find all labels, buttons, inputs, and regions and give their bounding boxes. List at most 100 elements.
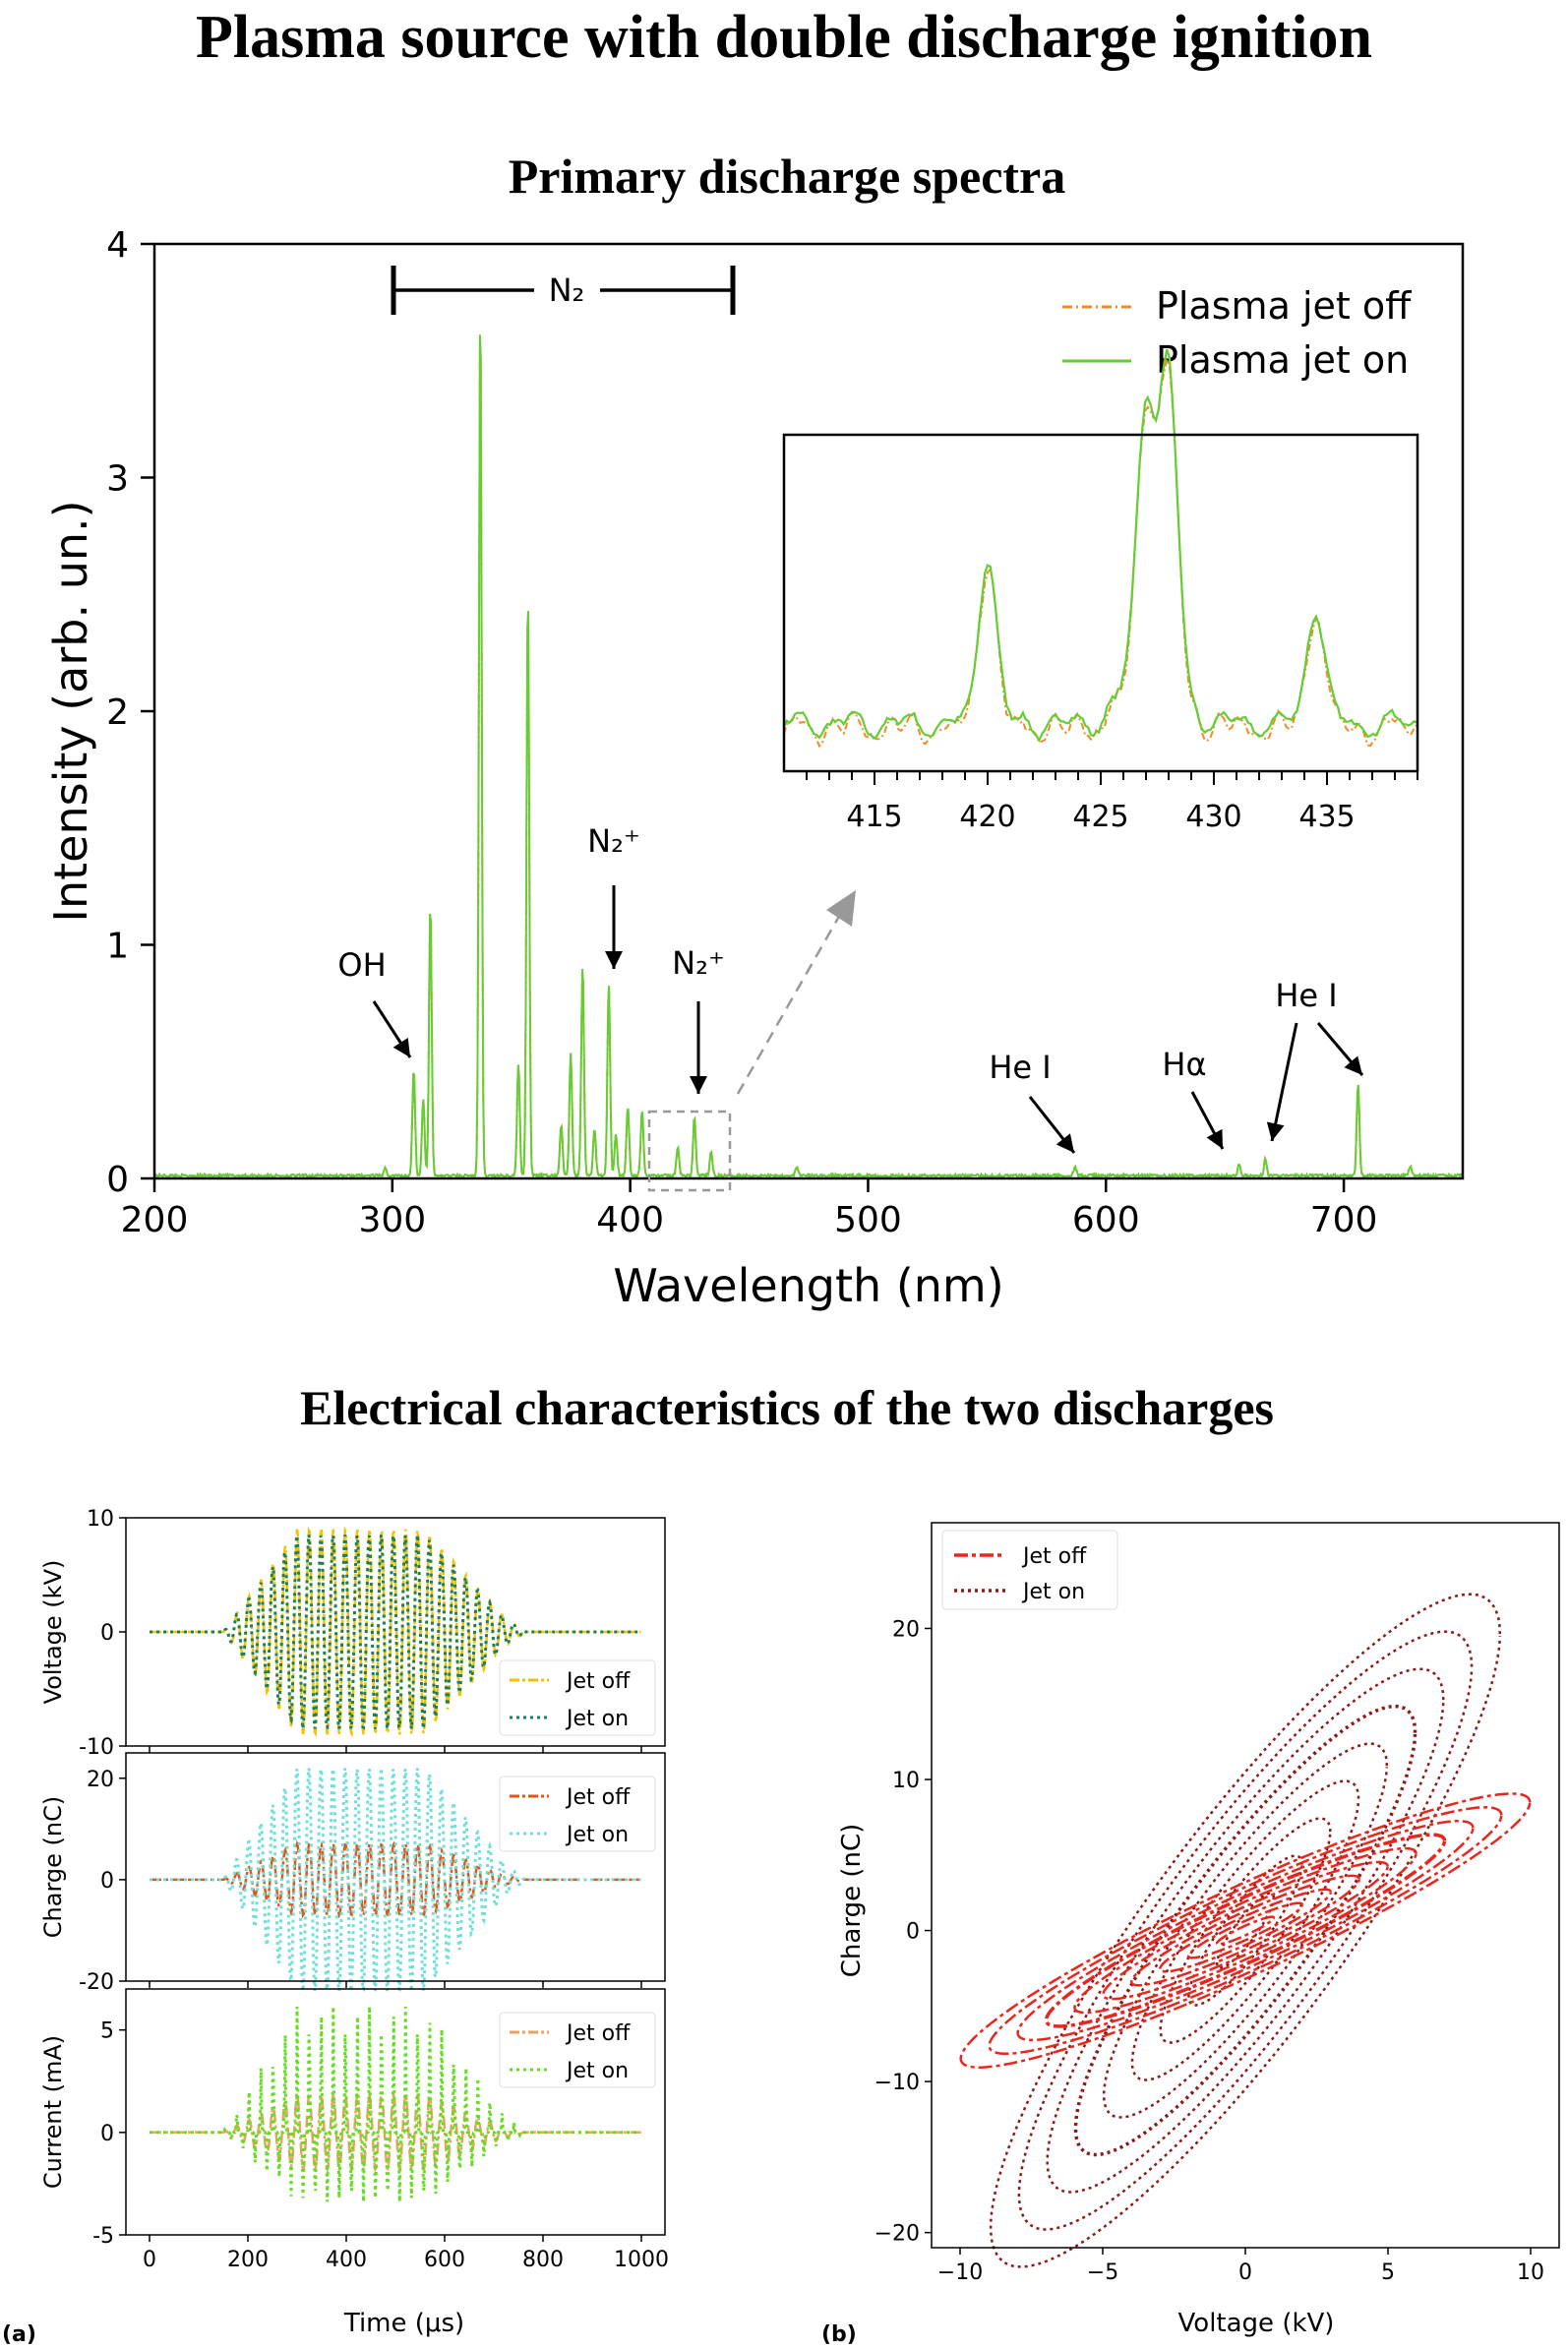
lissajous-legend-box [941,1530,1118,1610]
lissajous-subplot: −10 −5 0 5 10 −20 −10 0 10 20 Jet off Jet on [874,1522,1560,2285]
current-legend-label-jet-on: Jet on [565,2059,629,2083]
spectrum-y-tick-label: 1 [106,927,129,967]
current-x-tick-label: 0 [143,2248,156,2272]
lissajous-y-tick-label: 0 [906,1920,920,1945]
charge-axes-frame [125,1752,666,1982]
arrow-oh-head [392,1038,410,1057]
current-y-axis-label: Current (mA) [39,2035,67,2189]
lissajous-series-jet-on-loop [1073,1704,1417,2157]
spectrum-plot-area [153,334,1464,1180]
lissajous-x-tick-label: 10 [1517,2260,1544,2285]
annotation-n2plus-391: N₂⁺ [587,822,640,860]
panel-label-a: (a) [2,2322,36,2347]
current-legend-label-jet-off: Jet off [565,2021,631,2046]
lissajous-y-axis-label: Charge (nC) [837,1824,867,1977]
current-y-tick-label: -5 [92,2224,114,2249]
spectrum-x-tick-label: 400 [596,1200,664,1240]
panel-b: −10 −5 0 5 10 −20 −10 0 10 20 Jet off Jet on Voltag… [821,1522,1560,2347]
current-x-tick-label: 400 [326,2248,367,2272]
charge-y-tick-label: 0 [100,1869,114,1894]
charge-y-tick-label: 20 [87,1768,114,1792]
current-x-tick-label: 600 [424,2248,465,2272]
current-y-tick-label: 0 [100,2122,114,2146]
lissajous-series-jet-off-loop [1130,1874,1360,1987]
lissajous-x-tick-label: 0 [1238,2260,1252,2285]
annotation-arrows [372,885,1364,1154]
lissajous-x-tick-label: 5 [1381,2260,1395,2285]
voltage-y-tick-label: -10 [79,1735,114,1760]
n2-range-label: N₂ [549,271,585,309]
current-x-tick-label: 800 [522,2248,564,2272]
panel-a: -10 0 10 Voltage (kV) Jet off Jet on -20 0 20 Ch… [2,1507,669,2347]
inset-x-tick-label: 415 [846,800,902,834]
current-axes-frame [125,1988,666,2236]
annotation-he-i-706: He I [1275,977,1337,1014]
annotation-h-alpha: Hα [1162,1046,1206,1083]
lissajous-x-tick-label: −10 [937,2260,983,2285]
spectrum-x-tick-label: 300 [358,1200,426,1240]
charge-y-tick-label: -20 [79,1970,114,1995]
lissajous-series-jet-off-loop [1158,1888,1333,1973]
voltage-y-tick-label: 0 [100,1621,114,1646]
charge-series-jet-on [150,1768,641,1992]
lissajous-series-jet-on-loop [989,1593,1502,2268]
spectra-section-title: Primary discharge spectra [509,149,1066,204]
spectrum-y-tick-label: 3 [106,459,129,500]
lissajous-y-tick-label: −10 [874,2071,920,2095]
arrow-h-alpha-head [1206,1128,1223,1149]
current-subplot: -5 0 5 0 200 400 600 800 1000 Current (mA) Jet off… [39,1988,669,2272]
current-x-tick-label: 200 [227,2248,269,2272]
figure-title: Plasma source with double discharge igni… [196,4,1372,71]
spectrum-y-tick-label: 2 [106,693,129,733]
lissajous-series-jet-off-loop [1016,1819,1475,2042]
spectrum-series-jet-on [153,334,1464,1180]
spectrum-legend: Plasma jet off Plasma jet on [1062,284,1412,382]
voltage-y-tick-label: 10 [87,1507,114,1532]
charge-legend-label-jet-off: Jet off [565,1785,631,1810]
charge-legend-label-jet-on: Jet on [565,1823,629,1847]
inset-x-tick-label: 430 [1185,800,1241,834]
lissajous-series-jet-on-loop [1046,1667,1445,2194]
charge-y-axis-label: Charge (nC) [39,1796,67,1938]
lissajous-legend-label-jet-off: Jet off [1021,1544,1087,1569]
current-y-tick-label: 5 [100,2019,114,2044]
annotation-oh: OH [337,946,386,984]
inset-series-jet-on [783,348,1417,743]
panel-label-b: (b) [821,2322,857,2347]
inset-zoom-arrow [736,912,843,1095]
inset-zoom-box [647,1110,732,1192]
lissajous-series-jet-off-loop [959,1792,1532,2069]
spectrum-inset: 415 420 425 430 435 [782,348,1419,834]
spectrum-x-tick-label: 600 [1072,1200,1140,1240]
inset-zoom-arrowhead [826,890,856,927]
lissajous-series-jet-on-loop [1159,1817,1332,2044]
inset-x-tick-label: 420 [959,800,1015,834]
voltage-y-axis-label: Voltage (kV) [39,1560,67,1705]
inset-x-tick-label: 435 [1298,800,1355,834]
voltage-series-jet-on [150,1535,641,1730]
arrow-n2plus-391-head [605,951,623,969]
lissajous-axes-frame [931,1522,1560,2249]
legend-label-jet-on: Plasma jet on [1156,338,1409,382]
voltage-legend-label-jet-off: Jet off [565,1669,631,1694]
lissajous-series-jet-off-loop [988,1806,1503,2056]
current-x-tick-label: 1000 [614,2248,669,2272]
annotation-he-i-587: He I [989,1049,1051,1086]
charge-subplot: -20 0 20 Charge (nC) Jet off Jet on [39,1752,666,1995]
annotation-n2plus-427: N₂⁺ [672,944,725,982]
spectrum-y-axis-label: Intensity (arb. un.) [44,500,97,922]
voltage-subplot: -10 0 10 Voltage (kV) Jet off Jet on [39,1507,666,1760]
arrow-he-i-706-head [1344,1055,1362,1075]
spectrum-x-tick-label: 500 [834,1200,902,1240]
lissajous-series-jet-off-loop [1215,1915,1276,1946]
spectrum-x-axis-label: Wavelength (nm) [613,1259,1003,1312]
inset-ticks: 415 420 425 430 435 [806,771,1418,834]
lissajous-series-jet-off-loop [1044,1833,1447,2028]
lissajous-x-axis-label: Voltage (kV) [1178,2309,1335,2338]
lissajous-series-jet-off-loop [1073,1846,1417,2015]
inset-background [784,435,1417,771]
arrow-n2plus-427-head [690,1076,707,1094]
inset-x-tick-label: 425 [1072,800,1128,834]
lissajous-series-jet-on-loop [1187,1854,1303,2007]
